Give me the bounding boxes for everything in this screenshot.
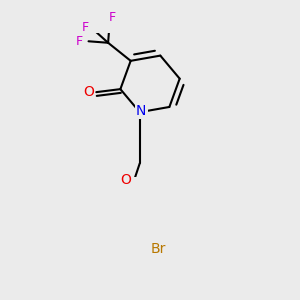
Text: Br: Br [150, 242, 166, 256]
Text: F: F [109, 11, 116, 24]
Text: O: O [121, 173, 132, 187]
Text: N: N [136, 104, 146, 118]
Text: O: O [83, 85, 94, 99]
Text: F: F [76, 35, 83, 48]
Text: F: F [82, 21, 89, 34]
